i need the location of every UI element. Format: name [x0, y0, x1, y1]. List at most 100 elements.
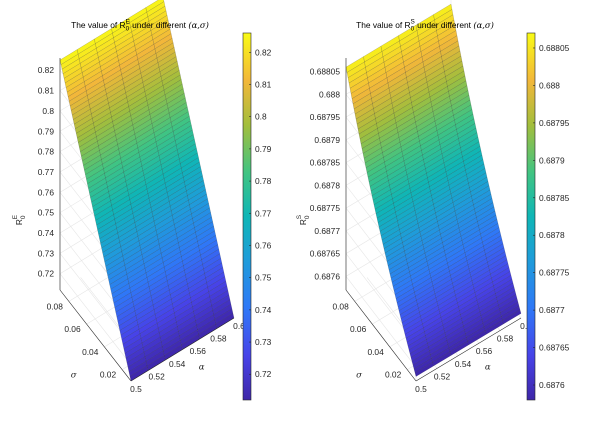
colorbar-tick-label: 0.68785: [539, 193, 570, 203]
sigma-axis-line: [59, 289, 132, 382]
sigma-tick-label: 0.04: [82, 347, 99, 357]
alpha-tick-label: 0.56: [476, 346, 493, 356]
colorbar: 0.6876 0.68765 0.6877 0.68775 0.6878 0.68785 0…: [526, 32, 570, 401]
colorbar-tick-label: 0.68775: [539, 268, 570, 278]
z-tick-label: 0.68795: [310, 112, 341, 122]
colorbar-gradient: [526, 32, 536, 401]
surface-patch: [502, 309, 522, 325]
z-tick-label: 0.6879: [314, 135, 340, 145]
z-tick-label: 0.76: [38, 187, 55, 197]
colorbar-tick-label: 0.6878: [539, 230, 565, 240]
title-prefix: The value of R: [356, 20, 410, 30]
title-sub: 0: [126, 26, 130, 33]
z-tick-label: 0.75: [38, 208, 55, 218]
z-label-base: R: [298, 219, 308, 225]
colorbar-tick-label: 0.81: [255, 80, 272, 90]
sigma-tick-label: 0.08: [47, 301, 64, 311]
colorbar-tick-label: 0.6879: [539, 155, 565, 165]
surface: [59, 0, 235, 382]
alpha-tick-label: 0.54: [455, 359, 472, 369]
alpha-tick-label: 0.52: [148, 371, 165, 381]
z-tick-label: 0.79: [38, 126, 55, 136]
title-params: (α,σ): [188, 20, 209, 30]
colorbar-tick-label: 0.74: [255, 305, 272, 315]
sigma-axis-label: σ: [356, 371, 363, 381]
colorbar: 0.72 0.73 0.74 0.75 0.76 0.77 0.78 0.79 0.8 0.81 0…: [242, 32, 272, 401]
alpha-tick-label: 0.5: [415, 384, 427, 394]
z-tick-label: 0.688: [319, 89, 340, 99]
title-suffix: under different: [130, 20, 189, 30]
z-tick-label: 0.6878: [314, 180, 340, 190]
colorbar-tick-label: 0.68795: [539, 118, 570, 128]
z-tick-label: 0.77: [38, 167, 55, 177]
z-axis-label: R0E: [12, 214, 27, 225]
surface: [345, 3, 522, 377]
title-sub: 0: [411, 26, 415, 33]
alpha-tick-label: 0.52: [434, 371, 451, 381]
alpha-tick-label: 0.56: [190, 346, 207, 356]
z-tick-label: 0.72: [38, 269, 55, 279]
alpha-axis-line: [130, 317, 235, 382]
z-label-sub: 0: [20, 215, 27, 219]
z-tick-label: 0.6877: [314, 226, 340, 236]
right-surface-panel: 0.5 0.52 0.54 0.56 0.58 0.6 0.02 0.04 0.06 0.08 0.…: [296, 0, 570, 401]
colorbar-tick-label: 0.76: [255, 240, 272, 250]
z-tick-label: 0.78: [38, 147, 55, 157]
z-label-sup: E: [12, 214, 19, 219]
axes: 0.50.520.540.560.580.60.020.040.060.080.…: [12, 58, 245, 394]
colorbar-tick-label: 0.82: [255, 47, 272, 57]
sigma-tick-label: 0.04: [367, 347, 384, 357]
z-tick-label: 0.68785: [310, 158, 341, 168]
z-tick-label: 0.81: [38, 86, 55, 96]
sigma-tick-label: 0.06: [64, 324, 81, 334]
alpha-tick-label: 0.6: [233, 321, 245, 331]
z-label-sub: 0: [304, 215, 311, 219]
title-suffix: under different: [415, 20, 474, 30]
z-tick-label: 0.68775: [310, 203, 341, 213]
colorbar-tick-label: 0.79: [255, 144, 272, 154]
title-sup: E: [126, 19, 130, 26]
axes: 0.5 0.52 0.54 0.56 0.58 0.6 0.02 0.04 0.06 0.08 0.…: [296, 58, 532, 394]
sigma-tick-label: 0.08: [332, 301, 349, 311]
colorbar-tick-label: 0.75: [255, 273, 272, 283]
colorbar-tick-label: 0.8: [255, 112, 267, 122]
sigma-tick-label: 0.06: [350, 324, 367, 334]
colorbar-tick-label: 0.68805: [539, 43, 570, 53]
alpha-axis-line: [415, 317, 522, 382]
colorbar-tick-label: 0.73: [255, 337, 272, 347]
alpha-tick-label: 0.6: [520, 321, 532, 331]
colorbar-tick-label: 0.72: [255, 369, 272, 379]
alpha-axis-label: α: [485, 362, 491, 372]
alpha-tick-label: 0.58: [210, 334, 227, 344]
colorbar-tick-label: 0.77: [255, 208, 272, 218]
z-tick-label: 0.6876: [314, 271, 340, 281]
z-tick-label: 0.68765: [310, 249, 341, 259]
sigma-tick-label: 0.02: [385, 370, 402, 380]
z-tick-label: 0.74: [38, 228, 55, 238]
z-axis-label: R0S: [296, 214, 311, 225]
sigma-tick-label: 0.02: [100, 370, 117, 380]
alpha-axis-label: α: [199, 362, 205, 372]
title-sup: S: [411, 19, 415, 26]
z-label-sup: S: [296, 214, 303, 219]
z-tick-label: 0.73: [38, 248, 55, 258]
colorbar-gradient: [242, 32, 252, 401]
alpha-tick-label: 0.54: [169, 359, 186, 369]
chart-title: The value of R0E under different (α,σ): [71, 19, 209, 33]
alpha-tick-label: 0.58: [497, 334, 514, 344]
sigma-axis-label: σ: [71, 371, 78, 381]
z-tick-label: 0.8: [42, 106, 54, 116]
title-params: (α,σ): [473, 20, 494, 30]
colorbar-tick-label: 0.6876: [539, 380, 565, 390]
sigma-axis-line: [345, 289, 417, 382]
colorbar-tick-label: 0.68765: [539, 343, 570, 353]
colorbar-tick-label: 0.78: [255, 176, 272, 186]
title-prefix: The value of R: [71, 20, 125, 30]
z-tick-label: 0.68805: [310, 67, 341, 77]
z-label-base: R: [14, 219, 24, 225]
colorbar-tick-label: 0.688: [539, 80, 560, 90]
chart-title: The value of R0S under different (α,σ): [356, 19, 494, 33]
z-tick-label: 0.82: [38, 65, 55, 75]
left-surface-panel: 0.5 0.52 0.54 0.560.58 0.6 0.02 0.04 0.06 0.08 0.…: [12, 0, 272, 401]
